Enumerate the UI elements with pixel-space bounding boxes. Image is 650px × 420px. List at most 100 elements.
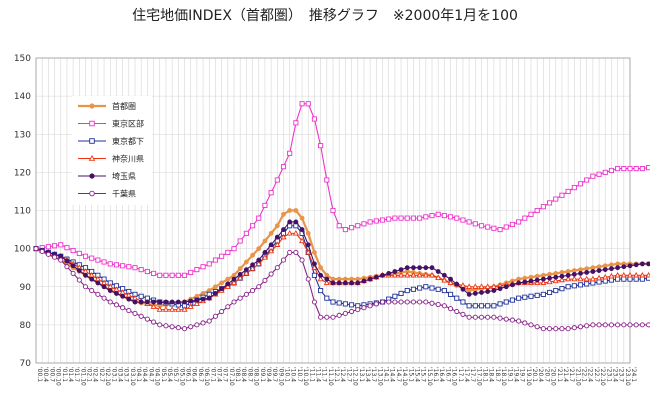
data-point xyxy=(187,303,194,309)
data-point xyxy=(485,224,491,230)
data-point xyxy=(113,262,119,268)
data-point xyxy=(417,265,423,271)
data-point xyxy=(448,214,454,220)
data-point xyxy=(144,299,150,305)
data-point xyxy=(262,202,268,208)
data-point xyxy=(435,274,442,280)
x-tick-label: '18.1 xyxy=(482,367,489,382)
data-point xyxy=(188,298,194,304)
x-tick-label: '08.7 xyxy=(246,367,253,382)
data-point xyxy=(194,267,200,273)
data-point xyxy=(595,274,603,281)
data-point xyxy=(497,227,503,233)
x-tick-label: '24.1 xyxy=(630,367,637,382)
data-point xyxy=(429,285,435,291)
data-point xyxy=(589,275,596,282)
x-tick-label: '19.7 xyxy=(519,367,526,382)
data-point xyxy=(553,288,559,294)
data-point xyxy=(565,272,571,278)
data-point xyxy=(484,283,491,289)
data-point xyxy=(213,284,218,290)
data-point xyxy=(423,265,429,271)
data-point xyxy=(522,294,528,300)
x-tick-label: '03.7 xyxy=(123,367,130,382)
data-point xyxy=(559,286,565,292)
data-point xyxy=(417,299,423,305)
data-point xyxy=(522,215,528,221)
data-point xyxy=(559,273,565,279)
x-tick-label: '10.1 xyxy=(284,367,291,382)
data-point xyxy=(76,250,82,256)
data-point xyxy=(89,190,95,197)
data-point xyxy=(256,284,262,290)
data-point xyxy=(639,322,645,328)
data-point xyxy=(627,166,633,172)
data-point xyxy=(181,272,188,278)
data-point xyxy=(101,259,107,265)
legend-label: 埼玉県 xyxy=(112,171,136,181)
data-point xyxy=(181,306,188,312)
data-point xyxy=(528,293,534,299)
x-tick-label: '07.1 xyxy=(209,367,216,382)
data-point xyxy=(280,164,287,170)
data-point xyxy=(454,295,460,301)
data-point xyxy=(540,276,546,282)
data-point xyxy=(163,323,169,329)
data-point xyxy=(528,322,534,328)
data-point xyxy=(596,268,602,273)
data-point xyxy=(212,313,218,319)
data-point xyxy=(212,257,218,263)
data-point xyxy=(423,214,429,220)
data-point xyxy=(590,322,596,328)
x-tick-label: '02.10 xyxy=(104,367,111,386)
data-point xyxy=(478,223,485,229)
data-point xyxy=(534,324,540,330)
data-point xyxy=(287,249,293,255)
data-point xyxy=(292,230,299,236)
data-point xyxy=(114,291,119,296)
data-point xyxy=(466,283,473,289)
data-point xyxy=(70,263,76,269)
x-tick-label: '12.7 xyxy=(345,367,352,382)
data-point xyxy=(126,296,132,302)
data-point xyxy=(485,314,491,320)
data-point xyxy=(633,276,639,282)
x-tick-label: '22.4 xyxy=(587,367,594,382)
x-tick-label: '15.4 xyxy=(413,367,420,382)
data-point xyxy=(565,326,571,332)
data-point xyxy=(528,278,534,284)
data-point xyxy=(479,290,484,295)
data-point xyxy=(547,275,552,281)
data-point xyxy=(448,291,454,297)
x-tick-label: '09.7 xyxy=(271,367,278,382)
x-tick-label: '02.7 xyxy=(98,367,105,382)
data-point xyxy=(293,219,299,225)
data-point xyxy=(646,322,650,328)
data-point xyxy=(398,215,404,221)
data-point xyxy=(250,223,256,229)
data-point xyxy=(88,154,96,161)
data-point xyxy=(460,311,466,317)
data-point xyxy=(317,275,324,282)
data-point xyxy=(620,271,627,278)
data-point xyxy=(349,308,355,315)
data-point xyxy=(219,280,225,286)
data-point xyxy=(540,279,547,286)
data-point xyxy=(466,303,472,309)
data-point xyxy=(590,269,596,274)
data-point xyxy=(318,272,324,278)
data-point xyxy=(380,272,385,278)
data-point xyxy=(113,302,119,308)
data-point xyxy=(553,326,559,332)
data-point xyxy=(107,288,113,293)
data-point xyxy=(194,322,200,328)
data-point xyxy=(460,286,466,292)
data-point xyxy=(76,268,82,273)
data-point xyxy=(608,167,614,174)
data-point xyxy=(169,299,175,305)
data-point xyxy=(441,213,447,219)
data-point xyxy=(590,173,596,179)
data-point xyxy=(478,303,485,309)
